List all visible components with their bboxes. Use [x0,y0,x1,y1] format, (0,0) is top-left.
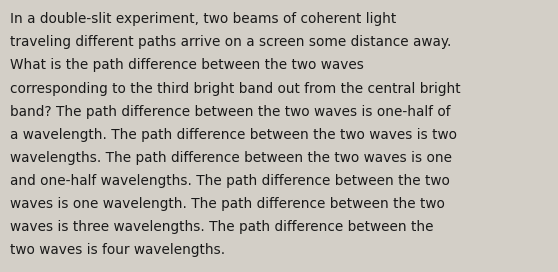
Text: a wavelength. The path difference between the two waves is two: a wavelength. The path difference betwee… [10,128,457,142]
Text: corresponding to the third bright band out from the central bright: corresponding to the third bright band o… [10,82,461,95]
Text: two waves is four wavelengths.: two waves is four wavelengths. [10,243,225,257]
Text: wavelengths. The path difference between the two waves is one: wavelengths. The path difference between… [10,151,452,165]
Text: band? The path difference between the two waves is one-half of: band? The path difference between the tw… [10,105,450,119]
Text: What is the path difference between the two waves: What is the path difference between the … [10,58,364,72]
Text: In a double-slit experiment, two beams of coherent light: In a double-slit experiment, two beams o… [10,12,396,26]
Text: waves is one wavelength. The path difference between the two: waves is one wavelength. The path differ… [10,197,445,211]
Text: waves is three wavelengths. The path difference between the: waves is three wavelengths. The path dif… [10,220,434,234]
Text: traveling different paths arrive on a screen some distance away.: traveling different paths arrive on a sc… [10,35,451,49]
Text: and one-half wavelengths. The path difference between the two: and one-half wavelengths. The path diffe… [10,174,450,188]
